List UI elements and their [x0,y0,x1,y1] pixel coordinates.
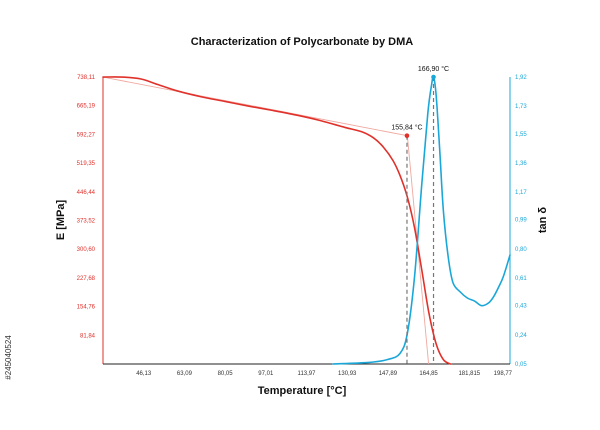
x-tick-label: 164,85 [419,371,438,377]
x-tick-label: 63,09 [177,371,193,377]
chart-title: Characterization of Polycarbonate by DMA [191,36,414,48]
x-tick-label: 198,77 [494,371,513,377]
x-tick-label: 80,05 [218,371,234,377]
y-right-tick-label: 1,73 [515,104,527,110]
annotation-marker [404,133,410,138]
y-left-tick-label: 519,35 [77,161,96,167]
data-series [102,75,511,365]
tick-labels: 81,84 154,76 227,68 300,60 373,52 446,44 519,3… [77,75,528,377]
x-axis-label: Temperature [°C] [258,385,347,397]
side-watermark-id: #245040524 [2,292,14,422]
tangent-line [102,76,408,137]
y-right-tick-label: 0,80 [515,247,527,253]
y-axis-left-label: E [MPa] [55,199,67,240]
y-right-tick-label: 0,43 [515,304,527,310]
y-left-tick-label: 373,52 [77,218,96,224]
y-left-tick-label: 446,44 [77,190,96,196]
annotation-label: 166,90 °C [418,65,449,73]
y-right-tick-label: 1,55 [515,132,527,138]
x-tick-label: 113,97 [298,371,317,377]
y-right-tick-label: 1,92 [515,75,527,81]
y-left-tick-label: 592,27 [77,132,96,138]
tangent-lines [102,76,430,365]
y-left-tick-label: 227,68 [77,276,96,282]
y-right-tick-label: 1,36 [515,161,527,167]
y-left-tick-label: 738,11 [77,75,96,81]
x-tick-label: 97,01 [258,371,274,377]
y-axis-right-label: tan δ [537,207,549,234]
annotation-marker [431,74,436,80]
y-right-tick-label: 1,17 [515,190,527,196]
y-left-tick-label: 81,84 [80,333,96,339]
y-right-tick-label: 0,24 [515,333,527,339]
x-tick-label: 147,89 [379,371,398,377]
axes [102,77,511,365]
x-tick-label: 181,815 [458,371,480,377]
y-right-tick-label: 0,61 [515,276,527,282]
series-line-e [102,76,452,365]
series-line-tan-delta [332,75,511,365]
y-left-tick-label: 300,60 [77,247,96,253]
x-tick-label: 46,13 [136,371,152,377]
y-right-tick-label: 0,99 [515,218,527,224]
annotations: 155,84 °C 166,90 °C [391,65,449,364]
watermark-id-text: #245040524 [3,334,13,380]
y-right-tick-label: 0,05 [515,362,527,368]
y-left-tick-label: 665,19 [77,104,96,110]
x-tick-label: 130,93 [338,371,357,377]
y-left-tick-label: 154,76 [77,305,96,311]
annotation-label: 155,84 °C [391,124,422,132]
